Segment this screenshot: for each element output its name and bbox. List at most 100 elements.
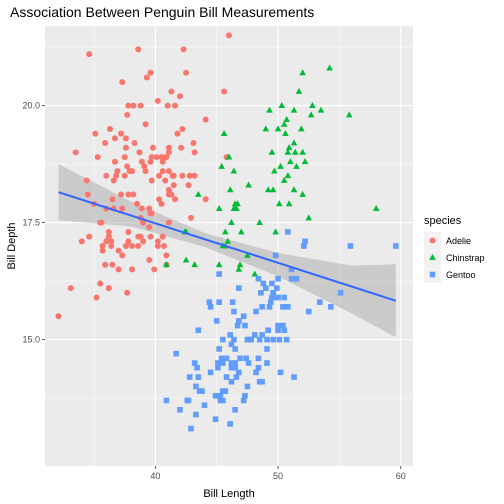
- data-point: [137, 233, 144, 240]
- data-point: [285, 229, 291, 235]
- data-point: [270, 290, 276, 296]
- data-point: [172, 102, 179, 109]
- data-point: [233, 204, 240, 211]
- data-point: [201, 402, 208, 408]
- data-point: [206, 299, 213, 305]
- data-point: [283, 116, 290, 123]
- data-point: [191, 172, 198, 179]
- data-point: [285, 144, 293, 151]
- data-point: [226, 186, 234, 193]
- data-point: [256, 218, 263, 225]
- data-point: [163, 397, 170, 404]
- data-point: [160, 243, 167, 249]
- data-point: [224, 237, 232, 244]
- data-point: [119, 79, 126, 86]
- data-point: [291, 148, 299, 155]
- data-point: [316, 299, 323, 305]
- data-point: [121, 172, 128, 179]
- data-point: [156, 196, 163, 203]
- data-point: [191, 360, 198, 366]
- data-point: [130, 191, 137, 198]
- data-point: [135, 243, 142, 249]
- data-point: [235, 265, 243, 272]
- data-point: [227, 332, 234, 338]
- data-point: [268, 148, 276, 155]
- data-point: [269, 280, 275, 287]
- data-point: [275, 327, 281, 334]
- y-tick-label: 15.0: [22, 335, 40, 345]
- data-point: [146, 205, 153, 212]
- data-point: [290, 106, 298, 113]
- data-point: [122, 135, 129, 142]
- data-point: [207, 369, 214, 376]
- x-axis-title: Bill Length: [203, 488, 254, 500]
- data-point: [307, 111, 315, 118]
- data-point: [113, 172, 120, 179]
- data-point: [179, 125, 186, 132]
- data-point: [283, 336, 290, 343]
- data-point: [228, 360, 235, 366]
- data-point: [231, 308, 237, 315]
- data-point: [259, 332, 265, 338]
- data-point: [266, 106, 273, 113]
- data-point: [142, 168, 149, 175]
- data-point: [212, 392, 219, 399]
- trend-line-group: [58, 191, 397, 302]
- data-point: [168, 88, 175, 95]
- data-point: [274, 125, 282, 132]
- data-point: [194, 364, 200, 371]
- data-point: [284, 172, 292, 179]
- data-point: [165, 168, 172, 175]
- data-point: [228, 341, 235, 348]
- data-point: [275, 200, 283, 207]
- data-point: [115, 247, 122, 254]
- data-point: [109, 261, 116, 268]
- data-point: [129, 266, 136, 273]
- data-point: [105, 228, 112, 235]
- data-point: [225, 153, 233, 160]
- data-point: [281, 327, 287, 334]
- y-tick-label: 17.5: [22, 218, 40, 228]
- data-point: [276, 336, 283, 343]
- data-point: [140, 219, 147, 226]
- data-point: [187, 214, 194, 221]
- data-point: [240, 313, 247, 320]
- data-point: [103, 172, 110, 179]
- legend-title: species: [424, 215, 462, 227]
- data-point: [191, 149, 198, 156]
- data-point: [165, 186, 172, 193]
- data-point: [298, 125, 305, 132]
- data-point: [99, 243, 106, 249]
- data-point: [293, 162, 300, 169]
- data-point: [215, 261, 223, 268]
- data-point: [233, 374, 240, 380]
- data-point: [177, 407, 183, 413]
- data-point: [293, 275, 300, 282]
- data-point: [105, 233, 112, 240]
- y-tick-label: 20.0: [22, 101, 40, 111]
- data-point: [248, 336, 254, 343]
- series-gentoo: [163, 229, 399, 432]
- data-point: [245, 360, 252, 366]
- data-point: [178, 144, 185, 151]
- data-point: [125, 191, 132, 198]
- data-point: [216, 271, 222, 277]
- data-point: [337, 290, 344, 296]
- data-point: [270, 336, 276, 343]
- data-point: [159, 158, 166, 165]
- data-point: [232, 364, 238, 371]
- data-point: [242, 322, 248, 329]
- data-point: [215, 360, 221, 366]
- data-point: [115, 266, 122, 273]
- data-point: [111, 158, 118, 165]
- legend-item-gentoo: Gentoo: [424, 266, 476, 283]
- series-chinstrap: [163, 64, 380, 277]
- data-point: [154, 97, 161, 104]
- data-point: [141, 163, 148, 170]
- data-point: [159, 168, 166, 175]
- data-point: [121, 154, 128, 161]
- data-point: [280, 120, 288, 127]
- data-point: [170, 172, 177, 179]
- data-point: [275, 275, 281, 282]
- data-point: [170, 182, 177, 189]
